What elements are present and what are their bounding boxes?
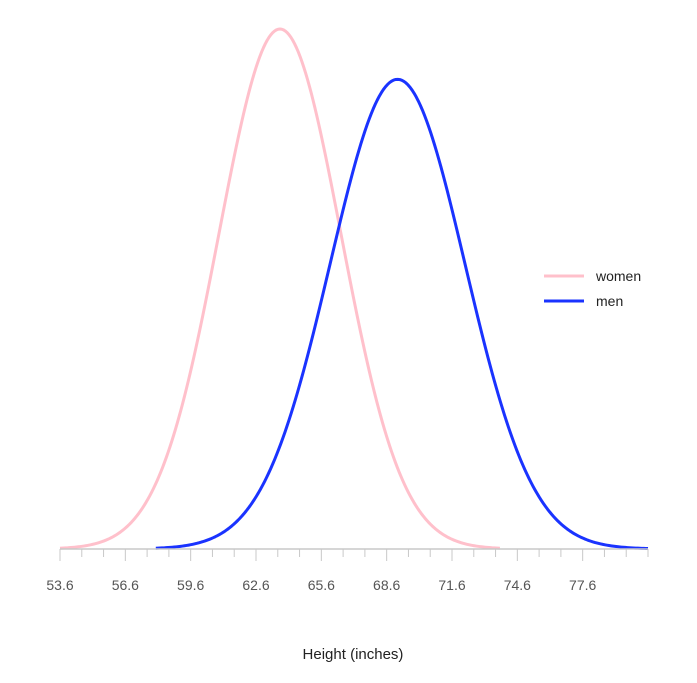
x-tick-label: 65.6 <box>308 577 335 593</box>
density-curves <box>59 27 649 551</box>
x-tick-label: 74.6 <box>504 577 531 593</box>
x-axis-ticks <box>59 549 649 561</box>
series-line-women <box>59 27 500 550</box>
x-axis-title: Height (inches) <box>303 646 404 663</box>
x-tick-label: 53.6 <box>46 577 73 593</box>
x-tick-label: 59.6 <box>177 577 204 593</box>
x-axis-tick-labels: 53.6 56.6 59.6 62.6 65.6 68.6 71.6 74.6 77.6 <box>46 577 596 593</box>
x-tick-label: 71.6 <box>438 577 465 593</box>
x-tick-label: 68.6 <box>373 577 400 593</box>
legend: women men <box>544 268 641 309</box>
x-tick-label: 62.6 <box>242 577 269 593</box>
legend-label-women: women <box>595 268 641 284</box>
x-tick-label: 77.6 <box>569 577 596 593</box>
series-line-men <box>155 77 649 551</box>
x-tick-label: 56.6 <box>112 577 139 593</box>
legend-label-men: men <box>596 293 623 309</box>
